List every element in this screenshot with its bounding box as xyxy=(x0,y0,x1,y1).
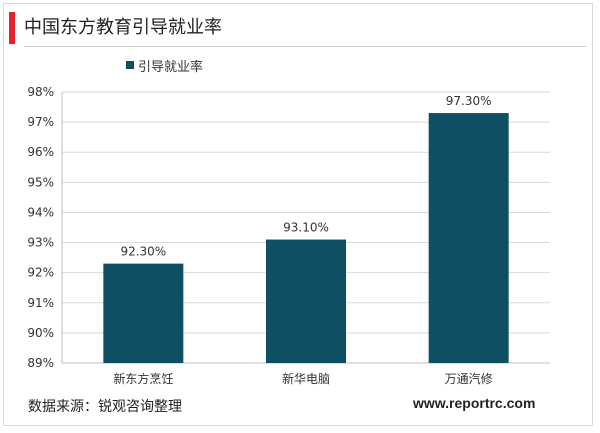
legend: 引导就业率 xyxy=(126,57,204,75)
data-label: 92.30% xyxy=(120,245,166,259)
title-divider xyxy=(24,46,586,47)
y-tick-label: 94% xyxy=(27,205,54,219)
y-tick-label: 91% xyxy=(27,296,54,310)
y-tick-label: 95% xyxy=(27,175,54,189)
chart-title: 中国东方教育引导就业率 xyxy=(24,17,222,38)
data-label: 97.30% xyxy=(446,94,492,108)
y-tick-label: 93% xyxy=(27,236,54,250)
website-label: www.reportrc.com xyxy=(413,395,536,411)
title-accent-bar xyxy=(9,12,15,44)
y-tick-label: 92% xyxy=(27,266,54,280)
y-tick-label: 89% xyxy=(27,356,54,370)
bar xyxy=(266,239,346,363)
x-tick-label: 万通汽修 xyxy=(445,371,493,386)
y-tick-label: 90% xyxy=(27,326,54,340)
bar xyxy=(103,263,184,363)
y-tick-label: 98% xyxy=(27,85,54,99)
chart-frame xyxy=(3,3,593,426)
source-note: 数据来源：锐观咨询整理 xyxy=(28,399,182,415)
x-tick-label: 新东方烹饪 xyxy=(113,371,173,386)
y-tick-label: 96% xyxy=(27,145,54,159)
legend-label: 引导就业率 xyxy=(138,59,204,75)
legend-swatch xyxy=(126,61,134,69)
x-tick-label: 新华电脑 xyxy=(282,371,330,386)
data-label: 93.10% xyxy=(283,221,329,235)
y-tick-label: 97% xyxy=(27,115,54,129)
bar xyxy=(428,113,509,363)
